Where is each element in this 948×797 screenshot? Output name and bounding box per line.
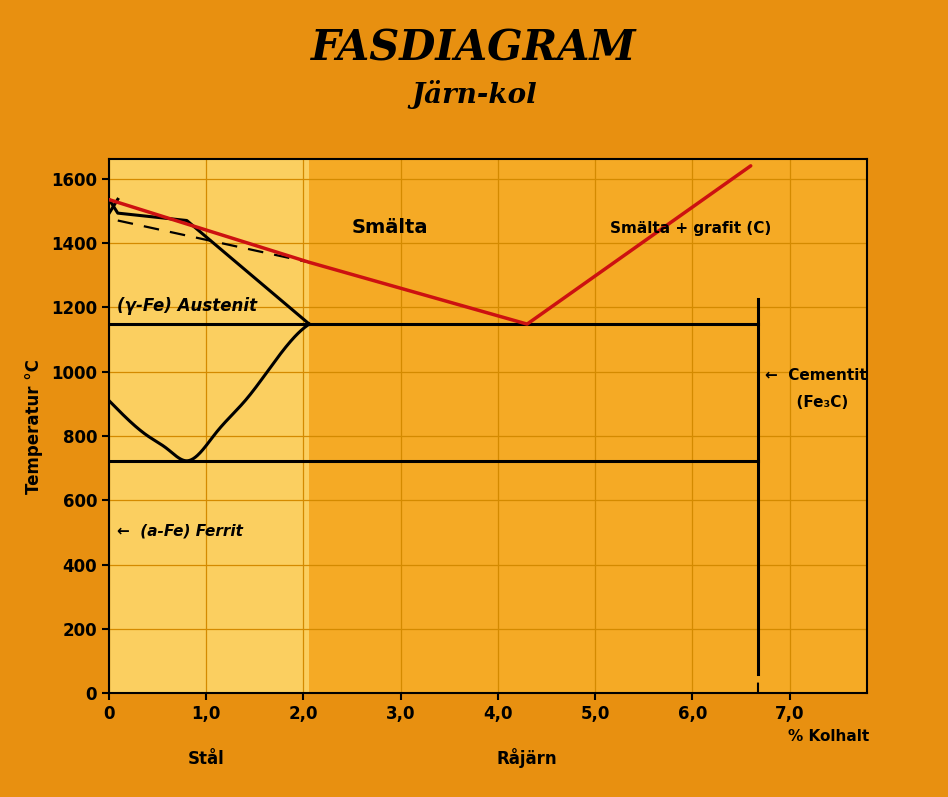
Text: Stål: Stål xyxy=(188,750,225,768)
Text: (γ-Fe) Austenit: (γ-Fe) Austenit xyxy=(117,296,257,315)
Y-axis label: Temperatur °C: Temperatur °C xyxy=(25,359,43,494)
Text: ←  Cementit: ← Cementit xyxy=(765,367,867,383)
Text: Råjärn: Råjärn xyxy=(497,748,557,768)
Text: ←  (a-Fe) Ferrit: ← (a-Fe) Ferrit xyxy=(117,524,243,539)
Bar xyxy=(109,159,309,693)
Text: Smälta + grafit (C): Smälta + grafit (C) xyxy=(610,222,771,237)
Text: Järn-kol: Järn-kol xyxy=(411,80,537,108)
Text: % Kolhalt: % Kolhalt xyxy=(788,729,869,744)
Text: Smälta: Smälta xyxy=(352,218,428,238)
Text: (Fe₃C): (Fe₃C) xyxy=(765,395,848,410)
Text: FASDIAGRAM: FASDIAGRAM xyxy=(311,28,637,70)
